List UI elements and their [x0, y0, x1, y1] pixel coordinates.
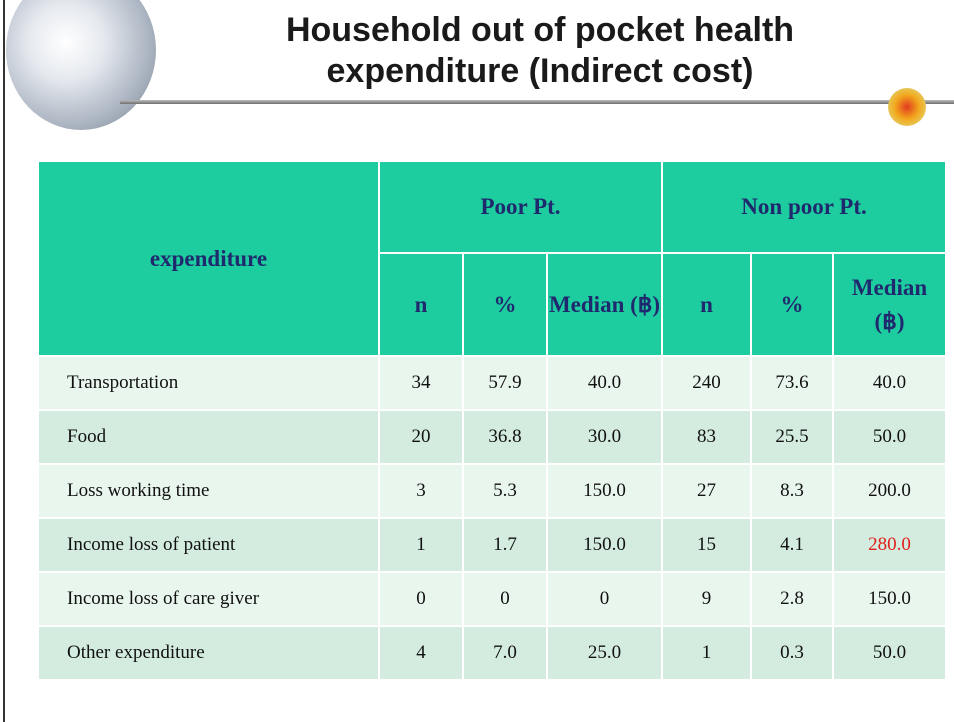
cell: 30.0	[547, 410, 662, 464]
cell: 150.0	[833, 572, 946, 626]
row-label: Income loss of patient	[38, 518, 379, 572]
cell: 27	[662, 464, 751, 518]
row-label: Other expenditure	[38, 626, 379, 680]
cell: 50.0	[833, 626, 946, 680]
cell: 9	[662, 572, 751, 626]
group-header: Poor Pt.	[379, 161, 662, 253]
expenditure-table: expenditure Poor Pt. Non poor Pt. n%Medi…	[37, 160, 947, 681]
cell: 40.0	[547, 356, 662, 410]
cell: 240	[662, 356, 751, 410]
slide: {"header": {"title_lines": ["Household o…	[0, 0, 954, 722]
cell: 1	[379, 518, 463, 572]
title-line: expenditure (Indirect cost)	[200, 51, 880, 92]
cell: 150.0	[547, 464, 662, 518]
group-header: Non poor Pt.	[662, 161, 946, 253]
cell: 200.0	[833, 464, 946, 518]
cell: 57.9	[463, 356, 547, 410]
cell: 20	[379, 410, 463, 464]
slide-title: Household out of pocket health expenditu…	[200, 10, 880, 92]
title-line: Household out of pocket health	[200, 10, 880, 51]
cell: 5.3	[463, 464, 547, 518]
row-label: Loss working time	[38, 464, 379, 518]
cell: 4	[379, 626, 463, 680]
sub-header: %	[751, 253, 833, 356]
cell: 0	[379, 572, 463, 626]
sub-header: n	[379, 253, 463, 356]
cell: 50.0	[833, 410, 946, 464]
row-label: Income loss of care giver	[38, 572, 379, 626]
cell: 25.0	[547, 626, 662, 680]
cell: 7.0	[463, 626, 547, 680]
cell: 83	[662, 410, 751, 464]
sub-header: Median (฿)	[833, 253, 946, 356]
cell: 15	[662, 518, 751, 572]
cell: 25.5	[751, 410, 833, 464]
cell: 2.8	[751, 572, 833, 626]
cell: 73.6	[751, 356, 833, 410]
cell: 0	[463, 572, 547, 626]
left-rule	[3, 0, 5, 722]
cell: 0.3	[751, 626, 833, 680]
cell: 3	[379, 464, 463, 518]
cell: 36.8	[463, 410, 547, 464]
row-label: Transportation	[38, 356, 379, 410]
cell: 40.0	[833, 356, 946, 410]
title-rule	[120, 100, 954, 104]
cell: 4.1	[751, 518, 833, 572]
cell: 150.0	[547, 518, 662, 572]
cell: 34	[379, 356, 463, 410]
cell: 280.0	[833, 518, 946, 572]
globe-image	[6, 0, 156, 130]
sub-header: n	[662, 253, 751, 356]
cell: 1.7	[463, 518, 547, 572]
sub-header: Median (฿)	[547, 253, 662, 356]
cell: 0	[547, 572, 662, 626]
cell: 8.3	[751, 464, 833, 518]
row-header: expenditure	[38, 161, 379, 356]
logo	[888, 88, 926, 126]
sub-header: %	[463, 253, 547, 356]
row-label: Food	[38, 410, 379, 464]
cell: 1	[662, 626, 751, 680]
